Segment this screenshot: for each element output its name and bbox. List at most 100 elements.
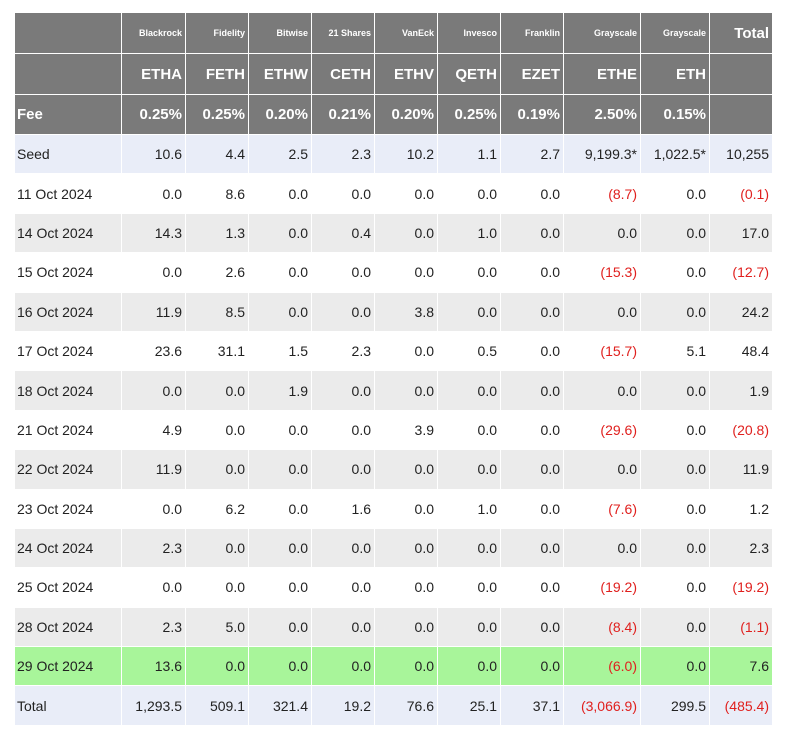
value-cell: (12.7): [709, 252, 773, 293]
issuer-header-cell: Total: [709, 12, 773, 54]
value-cell: 0.0: [248, 291, 312, 332]
value-cell: 0.0: [185, 409, 249, 451]
value-cell: 0.0: [437, 252, 501, 293]
value-cell: 0.0: [311, 252, 375, 293]
value-cell: 0.0: [248, 252, 312, 293]
value-cell: 0.0: [374, 212, 438, 254]
value-cell: 0.0: [500, 527, 564, 569]
value-cell: 3.8: [374, 291, 438, 332]
value-cell: 0.0: [437, 370, 501, 411]
value-cell: 0.0: [437, 173, 501, 214]
value-cell: 299.5: [640, 685, 710, 726]
table-row: 24 Oct 2024 2.3 0.0 0.0 0.0 0.0 0.0 0.0 0.0 0.0 2.…: [14, 527, 773, 569]
value-cell: 0.0: [563, 527, 641, 569]
value-cell: 0.0: [640, 567, 710, 608]
table-body: Seed 10.6 4.4 2.5 2.3 10.2 1.1 2.7 9,199.3* 1,022…: [14, 133, 773, 726]
row-label-cell: 22 Oct 2024: [14, 449, 122, 490]
value-cell: 31.1: [185, 330, 249, 372]
fee-header-cell: 0.19%: [500, 94, 564, 135]
value-cell: 0.0: [437, 527, 501, 569]
issuer-header-cell: [14, 12, 122, 54]
value-cell: 0.0: [640, 212, 710, 254]
value-cell: 0.0: [185, 449, 249, 490]
value-cell: 0.0: [121, 252, 186, 293]
value-cell: 0.0: [311, 606, 375, 648]
value-cell: (8.4): [563, 606, 641, 648]
value-cell: 0.0: [437, 606, 501, 648]
table-row: 22 Oct 2024 11.9 0.0 0.0 0.0 0.0 0.0 0.0 0.0 0.0 1…: [14, 449, 773, 490]
value-cell: 0.0: [500, 173, 564, 214]
value-cell: 0.0: [311, 291, 375, 332]
value-cell: 0.0: [185, 370, 249, 411]
value-cell: 10.6: [121, 133, 186, 175]
etf-flows-table: Blackrock Fidelity Bitwise 21 Shares VanEck I…: [14, 12, 773, 726]
table-header: Blackrock Fidelity Bitwise 21 Shares VanEck I…: [14, 12, 773, 135]
value-cell: (15.3): [563, 252, 641, 293]
value-cell: 1.9: [709, 370, 773, 411]
value-cell: 3.9: [374, 409, 438, 451]
table-row: 23 Oct 2024 0.0 6.2 0.0 1.6 0.0 1.0 0.0 (7.6) 0.0…: [14, 488, 773, 529]
value-cell: 2.3: [709, 527, 773, 569]
value-cell: 0.0: [248, 409, 312, 451]
value-cell: 0.0: [374, 330, 438, 372]
value-cell: 19.2: [311, 685, 375, 726]
value-cell: 76.6: [374, 685, 438, 726]
value-cell: 0.0: [185, 567, 249, 608]
value-cell: 5.0: [185, 606, 249, 648]
value-cell: 0.0: [437, 567, 501, 608]
value-cell: 13.6: [121, 646, 186, 687]
value-cell: 1,293.5: [121, 685, 186, 726]
table-row: 28 Oct 2024 2.3 5.0 0.0 0.0 0.0 0.0 0.0 (8.4) 0.0…: [14, 606, 773, 648]
ticker-header-cell: ETH: [640, 53, 710, 95]
row-label-cell: Total: [14, 685, 122, 726]
fee-header-cell: 0.20%: [248, 94, 312, 135]
value-cell: 1,022.5*: [640, 133, 710, 175]
value-cell: 1.5: [248, 330, 312, 372]
fee-header-cell: 0.25%: [121, 94, 186, 135]
fee-header-cell: 2.50%: [563, 94, 641, 135]
value-cell: 11.9: [121, 449, 186, 490]
issuer-header-cell: Bitwise: [248, 12, 312, 54]
ticker-header-cell: [14, 53, 122, 95]
value-cell: 0.5: [437, 330, 501, 372]
ticker-header-cell: ETHA: [121, 53, 186, 95]
value-cell: 1.2: [709, 488, 773, 529]
value-cell: 0.4: [311, 212, 375, 254]
value-cell: 0.0: [437, 291, 501, 332]
value-cell: 8.5: [185, 291, 249, 332]
value-cell: 0.0: [640, 291, 710, 332]
value-cell: 2.3: [311, 330, 375, 372]
fee-header-cell: 0.20%: [374, 94, 438, 135]
value-cell: 321.4: [248, 685, 312, 726]
value-cell: (20.8): [709, 409, 773, 451]
issuer-header-cell: Fidelity: [185, 12, 249, 54]
value-cell: (15.7): [563, 330, 641, 372]
fee-header-cell: 0.15%: [640, 94, 710, 135]
ticker-header-cell: EZET: [500, 53, 564, 95]
table-row: 29 Oct 2024 13.6 0.0 0.0 0.0 0.0 0.0 0.0 (6.0) 0.…: [14, 646, 773, 687]
value-cell: (29.6): [563, 409, 641, 451]
row-label-cell: 29 Oct 2024: [14, 646, 122, 687]
value-cell: 2.3: [121, 606, 186, 648]
row-label-cell: 18 Oct 2024: [14, 370, 122, 411]
row-label-cell: 15 Oct 2024: [14, 252, 122, 293]
row-label-cell: 16 Oct 2024: [14, 291, 122, 332]
value-cell: (19.2): [709, 567, 773, 608]
table-row: 16 Oct 2024 11.9 8.5 0.0 0.0 3.8 0.0 0.0 0.0 0.0 2…: [14, 291, 773, 332]
value-cell: 14.3: [121, 212, 186, 254]
row-label-cell: 28 Oct 2024: [14, 606, 122, 648]
value-cell: 25.1: [437, 685, 501, 726]
value-cell: 37.1: [500, 685, 564, 726]
value-cell: 9,199.3*: [563, 133, 641, 175]
table-row: 25 Oct 2024 0.0 0.0 0.0 0.0 0.0 0.0 0.0 (19.2) 0.…: [14, 567, 773, 608]
value-cell: 0.0: [248, 567, 312, 608]
value-cell: 0.0: [248, 449, 312, 490]
table-row: 14 Oct 2024 14.3 1.3 0.0 0.4 0.0 1.0 0.0 0.0 0.0 1…: [14, 212, 773, 254]
value-cell: 0.0: [563, 212, 641, 254]
issuer-header-cell: VanEck: [374, 12, 438, 54]
value-cell: 0.0: [500, 370, 564, 411]
value-cell: 0.0: [640, 409, 710, 451]
value-cell: 10,255: [709, 133, 773, 175]
value-cell: 4.4: [185, 133, 249, 175]
value-cell: 17.0: [709, 212, 773, 254]
